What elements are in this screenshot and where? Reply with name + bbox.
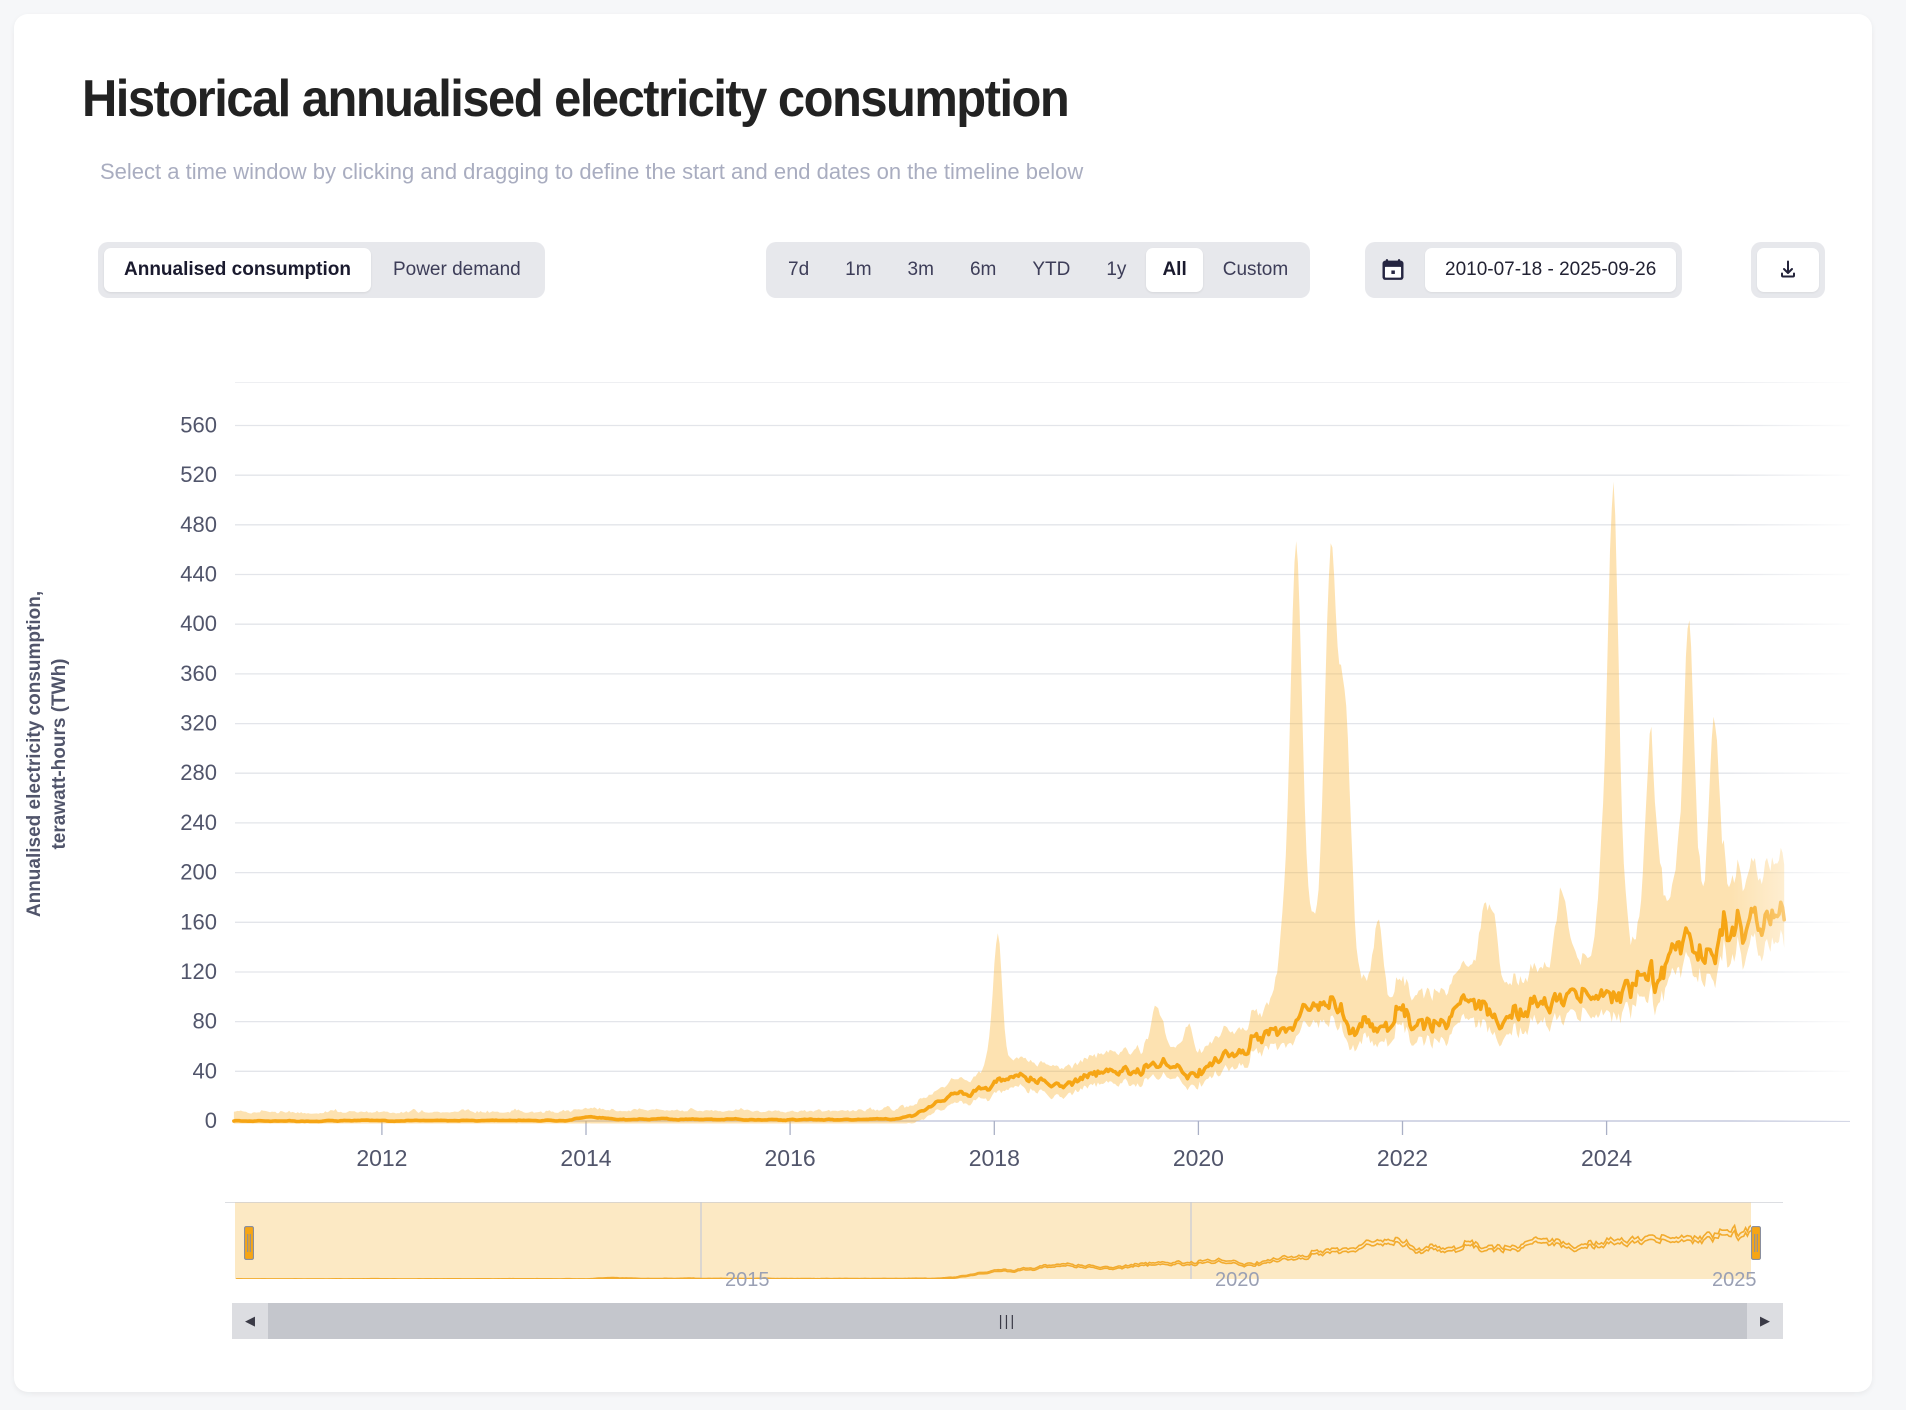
svg-text:400: 400	[180, 611, 217, 636]
svg-text:2016: 2016	[765, 1145, 816, 1171]
svg-text:0: 0	[205, 1108, 217, 1133]
svg-text:2022: 2022	[1377, 1145, 1428, 1171]
svg-text:560: 560	[180, 413, 217, 438]
svg-text:2024: 2024	[1581, 1145, 1632, 1171]
svg-text:160: 160	[180, 909, 217, 934]
svg-text:480: 480	[180, 512, 217, 537]
svg-text:520: 520	[180, 462, 217, 487]
svg-text:40: 40	[193, 1058, 217, 1083]
svg-text:2020: 2020	[1173, 1145, 1224, 1171]
svg-text:280: 280	[180, 760, 217, 785]
svg-text:2014: 2014	[560, 1145, 611, 1171]
svg-text:120: 120	[180, 959, 217, 984]
svg-text:440: 440	[180, 562, 217, 587]
svg-text:2018: 2018	[969, 1145, 1020, 1171]
svg-text:80: 80	[193, 1009, 217, 1034]
svg-text:240: 240	[180, 810, 217, 835]
svg-text:360: 360	[180, 661, 217, 686]
svg-text:200: 200	[180, 860, 217, 885]
svg-text:2012: 2012	[356, 1145, 407, 1171]
svg-text:320: 320	[180, 711, 217, 736]
